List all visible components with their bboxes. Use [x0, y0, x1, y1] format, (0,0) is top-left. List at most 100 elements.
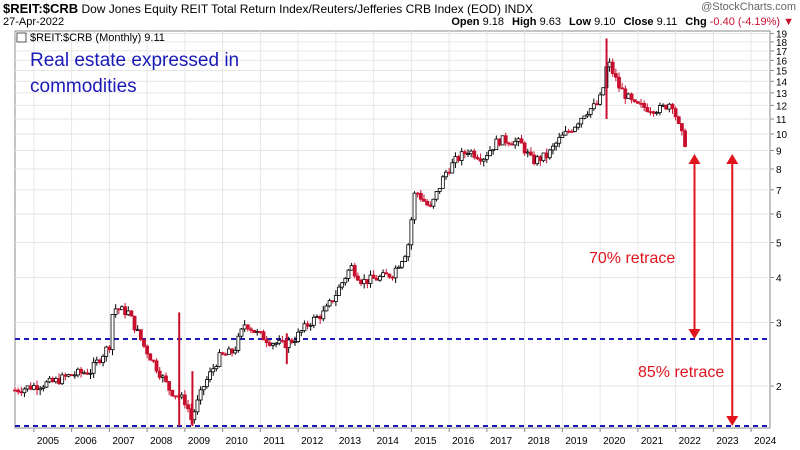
- annotation-70-retrace: 70% retrace: [589, 250, 675, 267]
- candle-body: [497, 138, 502, 146]
- candle-body: [560, 134, 565, 138]
- x-tick-label: 2015: [414, 436, 437, 447]
- candle-body: [349, 265, 354, 271]
- candle-body: [88, 372, 93, 375]
- candle-body: [76, 368, 80, 376]
- candle-body: [494, 138, 499, 150]
- candle-body: [598, 94, 603, 105]
- high-label: High: [512, 16, 537, 28]
- candle-body: [547, 149, 552, 159]
- candle-body: [588, 108, 593, 115]
- candle-body: [340, 282, 345, 288]
- candle-body: [25, 385, 30, 390]
- candle-body: [412, 192, 417, 221]
- x-tick-label: 2008: [150, 436, 173, 447]
- candle-body: [129, 310, 134, 317]
- candle-body: [258, 331, 263, 333]
- legend-swatch: [16, 32, 27, 43]
- candle-body: [148, 353, 153, 361]
- candle-body: [541, 152, 546, 162]
- candle-body: [365, 279, 370, 284]
- candle-body: [431, 198, 436, 207]
- close-value: 9.11: [656, 16, 678, 28]
- y-tick-label: 3: [776, 319, 782, 330]
- candle-body: [403, 256, 407, 262]
- candle-body: [186, 404, 190, 410]
- candle-body: [220, 352, 225, 355]
- x-tick-label: 2017: [490, 436, 513, 447]
- candle-body: [484, 155, 489, 160]
- candle-body: [355, 275, 360, 281]
- candle-body: [582, 115, 587, 119]
- candle-body: [69, 374, 74, 376]
- candle-body: [233, 350, 238, 354]
- candle-body: [151, 359, 156, 362]
- candle-body: [607, 61, 612, 68]
- candle-body: [41, 386, 46, 389]
- candle-body: [670, 103, 675, 110]
- x-tick-label: 2024: [754, 436, 777, 447]
- candle-body: [293, 341, 297, 343]
- candle-body: [595, 103, 599, 106]
- candle-body: [579, 117, 584, 125]
- candle-body: [566, 130, 571, 133]
- candle-body: [123, 306, 128, 316]
- reference-lines: [15, 338, 770, 427]
- candle-body: [227, 348, 231, 355]
- candle-body: [135, 329, 140, 332]
- candle-body: [613, 73, 618, 78]
- candle-body: [434, 191, 439, 200]
- open-label: Open: [451, 16, 480, 28]
- candle-body: [116, 308, 121, 311]
- candle-body: [47, 377, 52, 383]
- ohlc-readout: Open 9.18 High 9.63 Low 9.10 Close 9.11 …: [451, 16, 794, 28]
- candle-body: [98, 359, 102, 363]
- candle-body: [381, 272, 385, 277]
- y-tick-label: 11: [776, 115, 787, 126]
- candle-body: [267, 342, 272, 346]
- candle-body: [667, 103, 672, 110]
- x-tick-label: 2016: [452, 436, 475, 447]
- candle-body: [132, 315, 137, 331]
- candle-body: [444, 171, 448, 178]
- candle-body: [538, 156, 543, 162]
- y-tick-label: 17: [776, 47, 788, 58]
- candle-body: [245, 324, 250, 330]
- exchange: INDX: [504, 2, 533, 16]
- x-tick-label: 2013: [339, 436, 362, 447]
- candle-body: [425, 200, 430, 206]
- candle-body: [651, 111, 656, 114]
- candle-body: [305, 323, 310, 327]
- candle-body: [680, 123, 684, 132]
- plot-frame: [14, 30, 771, 429]
- candle-body: [352, 265, 357, 277]
- candle-body: [164, 375, 168, 382]
- candle-body: [318, 316, 323, 320]
- y-tick-label: 2: [776, 382, 782, 393]
- y-tick-label: 13: [776, 89, 788, 100]
- candle-body: [422, 198, 426, 202]
- candle-body: [167, 381, 172, 391]
- candle-body: [387, 273, 392, 278]
- y-tick-label: 5: [776, 239, 782, 250]
- symbol-description: Dow Jones Equity REIT Total Return Index…: [81, 2, 501, 16]
- candle-body: [252, 329, 256, 333]
- low-label: Low: [569, 16, 592, 28]
- candle-body: [255, 331, 260, 333]
- candle-body: [481, 158, 486, 162]
- candle-body: [661, 104, 665, 107]
- candle-body: [522, 142, 527, 154]
- candles: [13, 38, 687, 426]
- candle-body: [289, 339, 294, 343]
- annotation-real-estate-line1: Real estate expressed in: [30, 50, 239, 71]
- candle-body: [223, 353, 228, 356]
- x-tick-label: 2018: [528, 436, 551, 447]
- candle-body: [63, 374, 68, 377]
- candle-body: [654, 112, 659, 114]
- candle-body: [513, 141, 518, 146]
- candle-body: [551, 145, 555, 151]
- candle-body: [113, 308, 118, 315]
- candle-body: [145, 345, 150, 355]
- candle-body: [330, 300, 335, 303]
- y-tick-label: 10: [776, 130, 788, 141]
